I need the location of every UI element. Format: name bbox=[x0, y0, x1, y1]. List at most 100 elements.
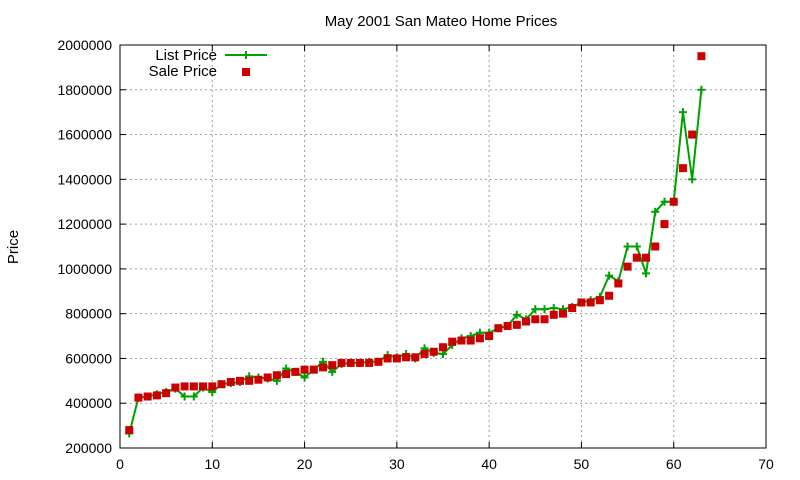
sale-price-point bbox=[697, 52, 706, 61]
sale-price-point bbox=[346, 358, 355, 367]
list-price-point bbox=[632, 242, 641, 251]
sale-price-point bbox=[171, 383, 180, 392]
list-price-point bbox=[439, 349, 447, 358]
y-tick-label: 1200000 bbox=[57, 216, 112, 232]
sale-price-point bbox=[466, 336, 475, 345]
sale-price-point bbox=[485, 332, 494, 341]
sale-price-point bbox=[558, 309, 567, 318]
sale-price-point bbox=[328, 361, 337, 370]
y-tick-label: 2000000 bbox=[57, 37, 112, 53]
y-tick-label: 1400000 bbox=[57, 171, 112, 187]
list-price-point bbox=[540, 305, 549, 314]
y-tick-label: 600000 bbox=[65, 350, 112, 366]
sale-price-point bbox=[688, 130, 697, 139]
sale-price-point bbox=[411, 353, 420, 362]
sale-price-point bbox=[420, 349, 429, 358]
sale-price-series bbox=[125, 52, 706, 435]
sale-price-point bbox=[245, 376, 254, 385]
list-price-point bbox=[651, 207, 660, 216]
sale-price-point bbox=[125, 426, 134, 435]
x-tick-label: 50 bbox=[574, 456, 590, 472]
sale-price-point bbox=[208, 382, 217, 391]
sale-price-point bbox=[189, 382, 198, 391]
sale-price-point bbox=[199, 382, 208, 391]
y-tick-label: 1600000 bbox=[57, 127, 112, 143]
y-tick-label: 200000 bbox=[65, 440, 112, 456]
legend-label: Sale Price bbox=[149, 63, 217, 80]
sale-price-point bbox=[337, 358, 346, 367]
list-price-point bbox=[623, 242, 632, 251]
sale-price-point bbox=[669, 197, 678, 206]
sale-price-point bbox=[651, 242, 660, 251]
y-tick-label: 1800000 bbox=[57, 82, 112, 98]
list-price-point bbox=[697, 85, 706, 94]
list-price-point bbox=[605, 271, 614, 280]
sale-price-point bbox=[309, 365, 318, 374]
sale-price-point bbox=[319, 363, 328, 372]
sale-price-point bbox=[531, 315, 540, 324]
sale-price-point bbox=[291, 367, 300, 376]
list-price-point bbox=[300, 373, 309, 382]
legend-square-marker bbox=[242, 68, 250, 76]
sale-price-point bbox=[457, 336, 466, 345]
x-tick-label: 20 bbox=[297, 456, 313, 472]
sale-price-point bbox=[162, 389, 171, 398]
sale-price-point bbox=[595, 296, 604, 305]
sale-price-point bbox=[365, 358, 374, 367]
sale-price-point bbox=[632, 253, 641, 262]
y-tick-label: 800000 bbox=[65, 306, 112, 322]
x-tick-label: 10 bbox=[204, 456, 220, 472]
sale-price-point bbox=[660, 220, 669, 229]
sale-price-point bbox=[586, 298, 595, 307]
sale-price-point bbox=[623, 262, 632, 271]
sale-price-point bbox=[383, 354, 392, 363]
list-price-point bbox=[678, 108, 687, 117]
sale-price-point bbox=[143, 392, 152, 401]
series bbox=[125, 52, 706, 438]
sale-price-point bbox=[522, 317, 531, 326]
sale-price-point bbox=[448, 337, 457, 346]
sale-price-point bbox=[263, 373, 272, 382]
sale-price-point bbox=[512, 320, 521, 329]
list-price-point bbox=[642, 269, 651, 278]
sale-price-point bbox=[568, 304, 577, 313]
sale-price-point bbox=[272, 371, 281, 380]
sale-price-point bbox=[549, 310, 558, 319]
sale-price-point bbox=[254, 375, 263, 384]
x-tick-label: 0 bbox=[116, 456, 124, 472]
list-price-point bbox=[328, 367, 337, 376]
list-price-point bbox=[512, 310, 521, 319]
list-price-point bbox=[531, 305, 540, 314]
x-tick-label: 30 bbox=[389, 456, 405, 472]
list-price-point bbox=[660, 197, 669, 206]
sale-price-point bbox=[355, 358, 364, 367]
sale-price-point bbox=[226, 377, 235, 386]
sale-price-point bbox=[392, 354, 401, 363]
legend-plus-marker bbox=[242, 51, 250, 59]
sale-price-point bbox=[402, 353, 411, 362]
x-tick-label: 70 bbox=[758, 456, 774, 472]
sale-price-point bbox=[439, 343, 447, 352]
sale-price-point bbox=[282, 370, 291, 379]
plot-frame bbox=[119, 44, 767, 449]
x-tick-label: 40 bbox=[481, 456, 497, 472]
chart-title: May 2001 San Mateo Home Prices bbox=[325, 13, 558, 30]
sale-price-point bbox=[217, 380, 226, 389]
sale-price-point bbox=[429, 347, 438, 356]
y-tick-label: 400000 bbox=[65, 395, 112, 411]
sale-price-point bbox=[678, 164, 687, 173]
sale-price-point bbox=[134, 393, 143, 402]
list-price-point bbox=[549, 304, 558, 313]
sale-price-point bbox=[614, 279, 623, 288]
sale-price-point bbox=[475, 334, 484, 343]
sale-price-point bbox=[577, 298, 586, 307]
y-tick-label: 1000000 bbox=[57, 261, 112, 277]
sale-price-point bbox=[300, 365, 309, 374]
sale-price-point bbox=[152, 391, 161, 400]
sale-price-point bbox=[374, 357, 383, 366]
sale-price-point bbox=[540, 315, 549, 324]
sale-price-point bbox=[180, 382, 189, 391]
sale-price-point bbox=[503, 321, 512, 330]
